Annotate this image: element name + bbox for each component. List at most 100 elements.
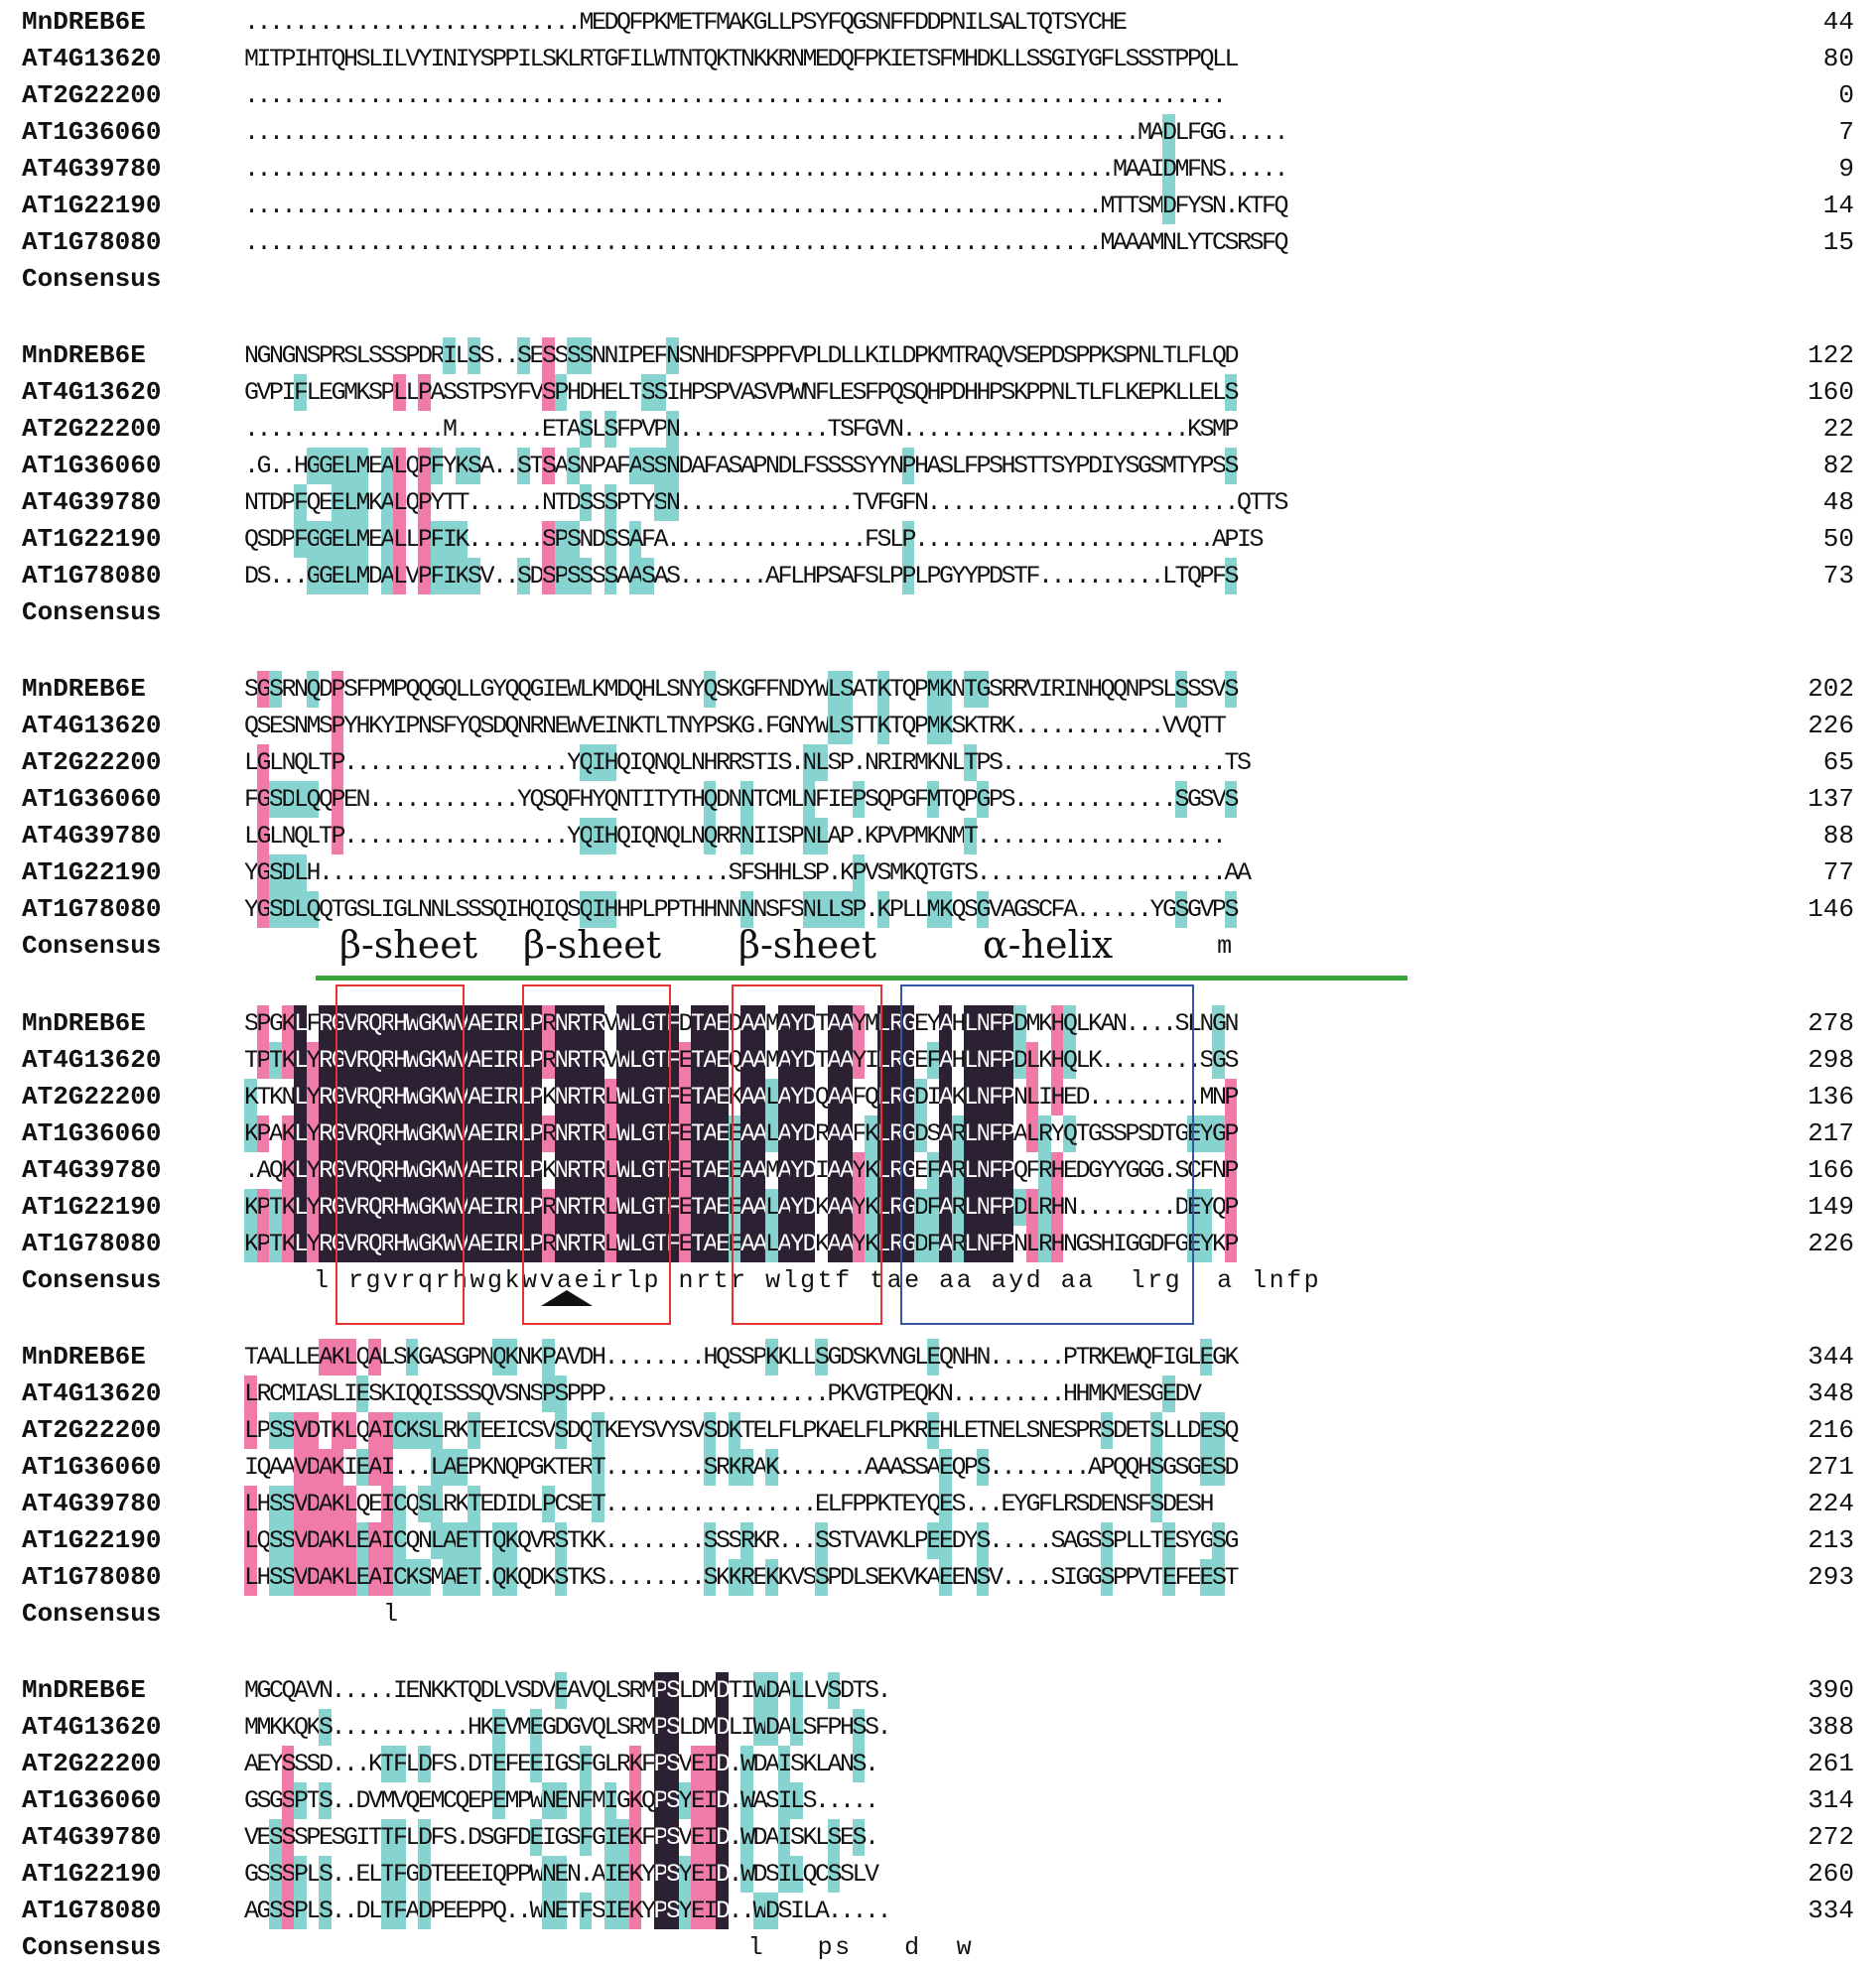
sequence-name: AT1G36060: [22, 1452, 162, 1482]
sequence-residues: ................M.......ETASLSFPVPN.....…: [244, 411, 1240, 448]
residue-count: 293: [1808, 1562, 1854, 1592]
residue-count: 50: [1822, 524, 1854, 554]
residue-count: 348: [1808, 1378, 1854, 1408]
residue-count: 261: [1808, 1749, 1854, 1778]
residue-count: 224: [1808, 1489, 1854, 1518]
sequence-name: Consensus: [22, 1599, 162, 1629]
sequence-residues: ........................................…: [244, 228, 1292, 257]
sequence-residues: YGSDLH.................................S…: [244, 854, 1252, 891]
residue-count: 388: [1808, 1712, 1854, 1742]
sequence-row: AT1G36060 .G..HGGELMEALQPFYKSA..STSASNPAF…: [0, 448, 1876, 484]
residue-count: 160: [1808, 377, 1854, 407]
sequence-name: AT4G13620: [22, 377, 162, 407]
residue-count: 137: [1808, 784, 1854, 814]
residue-count: 344: [1808, 1342, 1854, 1372]
sequence-residues: ........................................…: [244, 81, 1230, 110]
sequence-name: AT2G22200: [22, 1082, 162, 1112]
residue-count: 278: [1808, 1008, 1854, 1038]
sequence-row: AT1G22190 LQSSVDAKLEAICQNLAETTQKQVRSTKK..…: [0, 1522, 1876, 1559]
sequence-name: AT4G39780: [22, 154, 162, 184]
sequence-row: AT4G39780 .AQKLYRGVRQRHWGKWVAEIRLPKNRTRLW…: [0, 1152, 1876, 1189]
residue-count: 14: [1822, 191, 1854, 220]
sequence-row: AT2G22200 KTKNLYRGVRQRHWGKWVAEIRLPKNRTRLW…: [0, 1079, 1876, 1115]
sequence-row: AT1G22190 GSSSPLS..ELTFGDTEEEIQPPWNEN.AIE…: [0, 1856, 1876, 1893]
sequence-residues: LRCMIASLIESKIQQISSSQVSNSPSPPP...........…: [244, 1376, 1202, 1412]
sequence-name: MnDREB6E: [22, 1342, 146, 1372]
sequence-row: AT1G22190 KPTKLYRGVRQRHWGKWVAEIRLPRNRTRLW…: [0, 1189, 1876, 1226]
consensus-row: Consensus m: [0, 928, 1876, 965]
sequence-row: AT4G13620 MMKKQKS...........HKEVMEGDGVQLS…: [0, 1709, 1876, 1746]
sequence-name: AT1G22190: [22, 191, 162, 220]
sequence-name: MnDREB6E: [22, 1008, 146, 1038]
sequence-name: AT1G36060: [22, 117, 162, 147]
sequence-residues: AGSSPLS..DLTFADPEEPPQ..WNETFSIEKYPSYEID.…: [244, 1893, 892, 1929]
residue-count: 226: [1808, 1229, 1854, 1258]
sequence-row: AT4G39780 LGLNQLTP..................YQIHQ…: [0, 818, 1876, 854]
sequence-row: AT2G22200 LPSSVDTKLQAICKSLRKTEEICSVSDQTKE…: [0, 1412, 1876, 1449]
sequence-name: AT1G36060: [22, 451, 162, 480]
sequence-name: AT4G39780: [22, 1822, 162, 1852]
residue-count: [1735, 594, 1854, 631]
consensus-row: Consensus l ps d w: [0, 1929, 1876, 1966]
sequence-residues: LGLNQLTP..................YQIHQIQNQLNHRR…: [244, 744, 1252, 781]
sequence-row: AT4G13620 QSESNMSPYHKYIPNSFYQSDQNRNEWVEIN…: [0, 708, 1876, 744]
sequence-residues: MITPIHTQHSLILVYINIYSPPILSKLRTGFILWTNTQKT…: [244, 45, 1243, 73]
sequence-row: AT1G78080 LHSSVDAKLEAICKSMAET.QKQDKSTKS..…: [0, 1559, 1876, 1596]
sequence-name: AT1G22190: [22, 1859, 162, 1889]
beta-sheet-label: β-sheet: [523, 923, 662, 967]
residue-count: 44: [1822, 7, 1854, 37]
sequence-name: AT4G13620: [22, 1712, 162, 1742]
residue-count: 260: [1808, 1859, 1854, 1889]
sequence-residues: FGSDLQQPEN............YQSQFHYQNTITYTHQDN…: [244, 781, 1240, 818]
sequence-row: AT1G78080 DS...GGELMDALVPFIKSV..SDSPSSSSA…: [0, 558, 1876, 594]
residue-count: 122: [1808, 340, 1854, 370]
residue-count: 217: [1808, 1118, 1854, 1148]
sequence-residues: QSESNMSPYHKYIPNSFYQSDQNRNEWVEINKTLTNYPSK…: [244, 708, 1227, 744]
sequence-residues: m: [244, 932, 1635, 961]
sequence-residues: ........................................…: [244, 151, 1289, 188]
sequence-name: AT4G13620: [22, 1045, 162, 1075]
sequence-name: AT4G13620: [22, 44, 162, 73]
sequence-name: AT1G78080: [22, 561, 162, 590]
sequence-name: AT4G39780: [22, 1489, 162, 1518]
alpha-helix-box: [900, 984, 1194, 1325]
sequence-name: AT2G22200: [22, 80, 162, 110]
sequence-residues: VESSSPESGITTFLDFS.DSGFDEIGSFGIEKFPSVEID.…: [244, 1819, 879, 1856]
sequence-row: AT2G22200 AEYSSSD...KTFLDFS.DTEFEEIGSFGLR…: [0, 1746, 1876, 1782]
sequence-name: AT2G22200: [22, 414, 162, 444]
residue-count: 22: [1822, 414, 1854, 444]
beta-sheet-box: [335, 984, 465, 1325]
sequence-row: AT4G13620 MITPIHTQHSLILVYINIYSPPILSKLRTGF…: [0, 41, 1876, 77]
sequence-name: MnDREB6E: [22, 7, 146, 37]
sequence-name: AT1G78080: [22, 227, 162, 257]
sequence-residues: MMKKQKS...........HKEVMEGDGVQLSRMPSLDMDL…: [244, 1709, 892, 1746]
sequence-name: Consensus: [22, 264, 162, 294]
residue-count: 149: [1808, 1192, 1854, 1222]
residue-count: 202: [1808, 674, 1854, 704]
beta-sheet-label: β-sheet: [738, 923, 877, 967]
residue-count: [1735, 928, 1854, 965]
sequence-name: AT1G36060: [22, 1785, 162, 1815]
sequence-residues: l ps d w: [244, 1933, 975, 1962]
sequence-name: AT1G78080: [22, 894, 162, 924]
residue-count: 7: [1838, 117, 1854, 147]
alpha-helix-label: α-helix: [983, 923, 1114, 967]
sequence-name: Consensus: [22, 1265, 162, 1295]
residue-count: 88: [1822, 821, 1854, 851]
sequence-residues: LGLNQLTP..................YQIHQIQNQLNQRR…: [244, 818, 1227, 854]
sequence-row: AT1G22190...............................…: [0, 188, 1876, 224]
residue-count: 216: [1808, 1415, 1854, 1445]
sequence-row: AT1G22190 YGSDLH.........................…: [0, 854, 1876, 891]
sequence-residues: KPTKLYRGVRQRHWGKWVAEIRLPRNRTRLWLGTFETAEE…: [244, 1189, 1240, 1226]
sequence-name: AT1G78080: [22, 1229, 162, 1258]
sequence-row: AT1G78080 AGSSPLS..DLTFADPEEPPQ..WNETFSIE…: [0, 1893, 1876, 1929]
sequence-residues: MGCQAVN.....IENKKTQDLVSDVEAVQLSRMPSLDMDT…: [244, 1672, 892, 1709]
sequence-row: MnDREB6E NGNGNSPRSLSSSPDRILSS..SESSSSNNIP…: [0, 337, 1876, 374]
sequence-name: AT2G22200: [22, 1749, 162, 1778]
sequence-row: AT1G36060 FGSDLQQPEN............YQSQFHYQN…: [0, 781, 1876, 818]
residue-count: 80: [1822, 44, 1854, 73]
residue-count: 82: [1822, 451, 1854, 480]
residue-count: 213: [1808, 1525, 1854, 1555]
residue-count: [1735, 1262, 1854, 1299]
